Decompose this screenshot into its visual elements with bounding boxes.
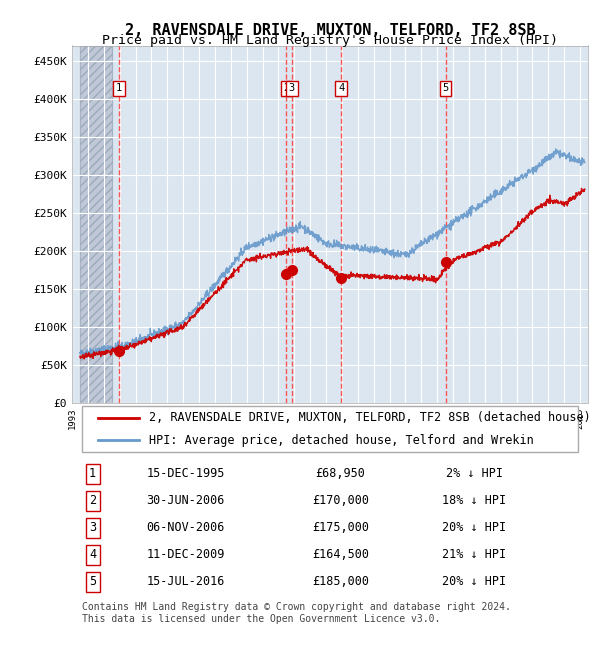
Text: 2, RAVENSDALE DRIVE, MUXTON, TELFORD, TF2 8SB (detached house): 2, RAVENSDALE DRIVE, MUXTON, TELFORD, TF… xyxy=(149,411,591,424)
Text: 4: 4 xyxy=(338,83,344,94)
Text: 2, RAVENSDALE DRIVE, MUXTON, TELFORD, TF2 8SB: 2, RAVENSDALE DRIVE, MUXTON, TELFORD, TF… xyxy=(125,23,535,38)
Text: 2% ↓ HPI: 2% ↓ HPI xyxy=(446,467,503,480)
Text: 30-JUN-2006: 30-JUN-2006 xyxy=(146,495,225,508)
Text: £185,000: £185,000 xyxy=(312,575,369,588)
Text: 2: 2 xyxy=(89,495,96,508)
Text: 11-DEC-2009: 11-DEC-2009 xyxy=(146,549,225,562)
FancyBboxPatch shape xyxy=(82,406,578,452)
Text: £164,500: £164,500 xyxy=(312,549,369,562)
Text: 15-JUL-2016: 15-JUL-2016 xyxy=(146,575,225,588)
Text: 20% ↓ HPI: 20% ↓ HPI xyxy=(442,575,506,588)
Text: 5: 5 xyxy=(443,83,449,94)
Text: 21% ↓ HPI: 21% ↓ HPI xyxy=(442,549,506,562)
Text: 18% ↓ HPI: 18% ↓ HPI xyxy=(442,495,506,508)
Text: Price paid vs. HM Land Registry's House Price Index (HPI): Price paid vs. HM Land Registry's House … xyxy=(102,34,558,47)
Text: £175,000: £175,000 xyxy=(312,521,369,534)
Text: 5: 5 xyxy=(89,575,96,588)
Text: 15-DEC-1995: 15-DEC-1995 xyxy=(146,467,225,480)
Text: 06-NOV-2006: 06-NOV-2006 xyxy=(146,521,225,534)
Text: 1: 1 xyxy=(116,83,122,94)
Bar xyxy=(80,46,112,403)
Text: 3: 3 xyxy=(89,521,96,534)
Text: 20% ↓ HPI: 20% ↓ HPI xyxy=(442,521,506,534)
Text: 3: 3 xyxy=(289,83,295,94)
Text: 4: 4 xyxy=(89,549,96,562)
Text: £170,000: £170,000 xyxy=(312,495,369,508)
Text: £68,950: £68,950 xyxy=(316,467,365,480)
Text: 2: 2 xyxy=(283,83,289,94)
Text: HPI: Average price, detached house, Telford and Wrekin: HPI: Average price, detached house, Telf… xyxy=(149,434,534,447)
Bar xyxy=(80,46,112,403)
Text: Contains HM Land Registry data © Crown copyright and database right 2024.
This d: Contains HM Land Registry data © Crown c… xyxy=(82,602,511,623)
Text: 1: 1 xyxy=(89,467,96,480)
